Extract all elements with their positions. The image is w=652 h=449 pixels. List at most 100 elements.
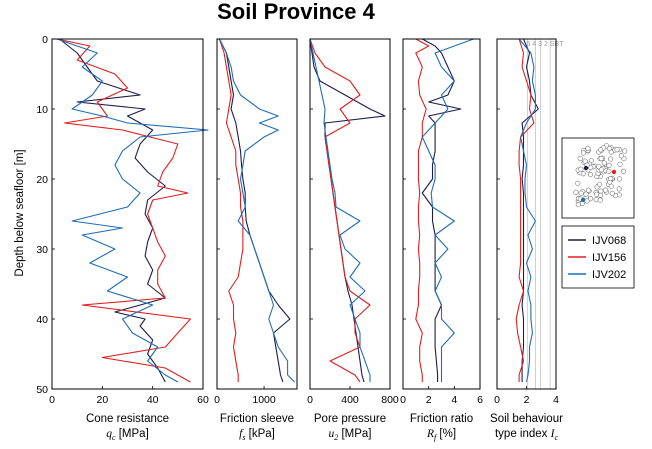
inset-point [598, 155, 604, 162]
legend-frame [561, 225, 635, 289]
x-axis-label-symbol-ic: type index Ic [495, 428, 558, 442]
panel-ic: 5 4 3 2 SBT 0 2 4 Soil behaviour type index I… [490, 38, 565, 442]
x-axis-label-qc: Cone resistance [86, 413, 169, 425]
x-tick-label: 0 [494, 394, 500, 406]
x-tick-label: 0 [214, 394, 220, 406]
inset-point [587, 172, 594, 178]
y-tick-label: 20 [36, 174, 48, 186]
series-line-IJV156 [309, 38, 371, 383]
panel-rf: 0 2 4 6 Friction ratio Rf [%] [400, 38, 483, 442]
inset-point-ijv068 [583, 165, 589, 171]
plot-frame [216, 38, 298, 390]
legend-items: IJV068 IJV156 IJV202 [568, 235, 626, 281]
x-axis-label-u2: Pore pressure [314, 413, 386, 425]
inset-point [606, 168, 612, 174]
legend: IJV068 IJV156 IJV202 [561, 225, 635, 289]
inset-point [608, 183, 614, 189]
inset-survey-points [573, 143, 628, 208]
figure-title: Soil Province 4 [217, 0, 375, 24]
x-tick-label: 60 [197, 394, 209, 406]
x-tick-label: 2 [426, 394, 432, 406]
series-line-IJV068 [218, 38, 291, 383]
x-axis-label-rf: Friction ratio [410, 413, 473, 425]
series-line-IJV156 [415, 38, 430, 382]
series-line-IJV156 [515, 38, 535, 382]
series-line-IJV068 [59, 38, 166, 383]
x-tick-label: 4 [553, 394, 559, 406]
y-tick-label: 40 [36, 314, 48, 326]
series-line-IJV068 [521, 38, 539, 382]
inset-point [614, 147, 620, 153]
inset-point [588, 164, 594, 170]
legend-label: IJV156 [592, 252, 626, 264]
series-line-IJV156 [56, 38, 191, 383]
x-tick-label: 20 [96, 394, 108, 406]
inset-point [616, 176, 622, 182]
inset-point [606, 162, 612, 168]
inset-point [575, 202, 581, 208]
legend-label: IJV068 [592, 235, 626, 247]
location-inset [561, 137, 635, 219]
inset-point [618, 153, 624, 159]
series-line-IJV202 [421, 38, 474, 382]
series-line-IJV202 [518, 38, 536, 383]
plot-frame [309, 38, 391, 390]
inset-point [609, 190, 615, 196]
x-tick-label: 4 [451, 394, 457, 406]
inset-point [598, 188, 604, 194]
x-tick-label: 800 [381, 394, 399, 406]
inset-point [602, 187, 609, 193]
y-tick-label: 50 [36, 384, 48, 396]
y-tick-label: 30 [36, 244, 48, 256]
x-tick-label: 6 [477, 394, 483, 406]
inset-point-ijv156 [611, 169, 617, 175]
inset-point [620, 168, 626, 174]
x-axis-label-symbol-rf: Rf [%] [426, 428, 456, 442]
legend-label: IJV202 [592, 269, 626, 281]
plot-frame [51, 38, 204, 390]
x-axis-label-ic: Soil behaviour [490, 413, 563, 425]
y-axis-label: Depth below seafloor [m] [14, 149, 26, 276]
inset-point [622, 148, 628, 154]
inset-point [616, 186, 622, 192]
inset-point-ijv202 [580, 197, 586, 203]
panel-u2: 0 400 800 Pore pressure u2 [MPa] [307, 38, 399, 442]
inset-point [606, 146, 612, 152]
x-tick-label: 0 [307, 394, 313, 406]
inset-point [588, 196, 594, 202]
series-line-IJV156 [218, 38, 244, 382]
inset-point [598, 147, 604, 153]
x-axis-label-symbol-u2: u2 [MPa] [329, 428, 372, 442]
inset-point [575, 180, 581, 186]
x-axis-label-fs: Friction sleeve [220, 413, 294, 425]
x-tick-label: 0 [49, 394, 55, 406]
series-line-IJV202 [56, 38, 209, 383]
x-tick-label: 1000 [252, 394, 276, 406]
x-tick-label: 40 [147, 394, 159, 406]
inset-point [578, 166, 584, 172]
plot-frame [402, 38, 481, 390]
series-line-IJV068 [421, 38, 462, 382]
inset-point [581, 150, 587, 156]
inset-point [597, 192, 604, 198]
x-tick-label: 400 [341, 394, 359, 406]
x-axis-label-symbol-qc: qc [MPa] [106, 428, 149, 442]
y-tick-label: 10 [36, 104, 48, 116]
inset-point [578, 190, 584, 196]
inset-point [608, 156, 614, 162]
x-axis-label-symbol-fs: fs [kPa] [239, 428, 275, 442]
sbt-zone-labels: 5 4 3 2 SBT [527, 41, 565, 48]
inset-point [597, 181, 603, 187]
inset-point [583, 191, 589, 197]
inset-point [597, 197, 603, 203]
panel-fs: 0 1000 Friction sleeve fs [kPa] [214, 38, 298, 442]
series-line-IJV202 [309, 38, 371, 382]
x-tick-label: 0 [400, 394, 406, 406]
series-line-IJV202 [218, 38, 295, 383]
plot-frame [496, 38, 557, 390]
inset-point [585, 145, 591, 151]
inset-point [617, 161, 623, 167]
